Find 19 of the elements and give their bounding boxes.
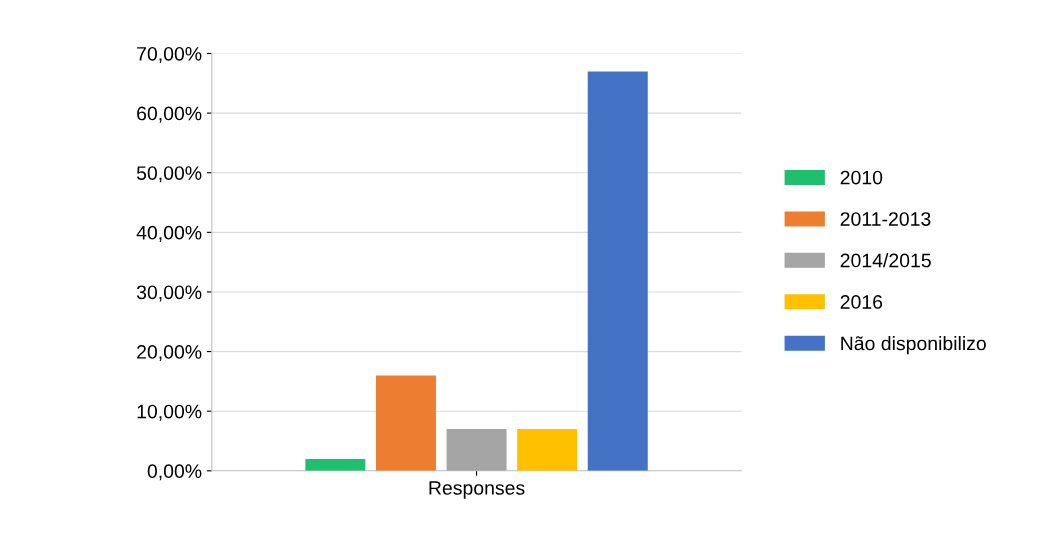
legend-label: Não disponibilizo	[841, 336, 986, 355]
legend-label: 2014/2015	[840, 253, 931, 268]
bar	[587, 71, 648, 471]
y-tick-label: 40,00%	[136, 225, 202, 242]
legend-label: 2011-2013	[840, 212, 931, 226]
legend-label: 2010	[840, 170, 883, 185]
bar	[446, 429, 507, 471]
y-tick-label: 0,00%	[147, 464, 202, 481]
x-tick-label: Responses	[429, 481, 525, 499]
y-tick-label: 30,00%	[136, 285, 202, 302]
y-tick-label: 20,00%	[137, 345, 202, 362]
y-tick-label: 60,00%	[137, 106, 202, 123]
y-tick-label: 10,00%	[137, 404, 202, 421]
bar	[375, 375, 436, 471]
y-tick-label: 70,00%	[137, 46, 202, 64]
bar	[517, 429, 578, 471]
y-tick-label: 50,00%	[136, 166, 202, 183]
legend-label: 2016	[840, 295, 883, 309]
bar	[305, 458, 366, 471]
